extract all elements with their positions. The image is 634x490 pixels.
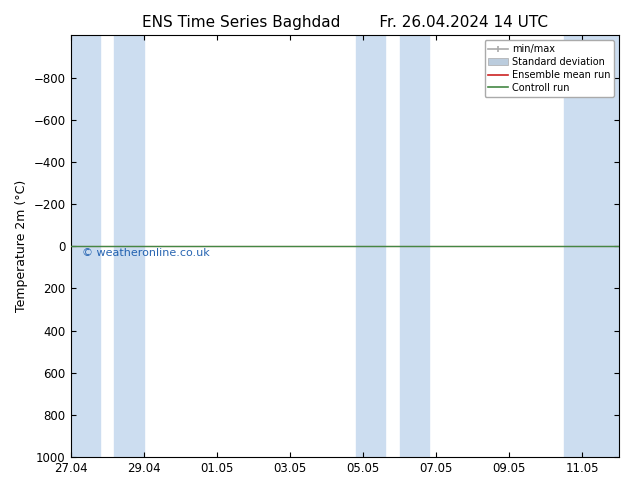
Bar	[114, 35, 144, 457]
Bar	[70, 35, 100, 457]
Bar	[399, 35, 429, 457]
Bar	[564, 35, 619, 457]
Title: ENS Time Series Baghdad        Fr. 26.04.2024 14 UTC: ENS Time Series Baghdad Fr. 26.04.2024 1…	[142, 15, 548, 30]
Y-axis label: Temperature 2m (°C): Temperature 2m (°C)	[15, 180, 28, 312]
Bar	[356, 35, 385, 457]
Legend: min/max, Standard deviation, Ensemble mean run, Controll run: min/max, Standard deviation, Ensemble me…	[484, 40, 614, 97]
Text: © weatheronline.co.uk: © weatheronline.co.uk	[82, 248, 209, 258]
